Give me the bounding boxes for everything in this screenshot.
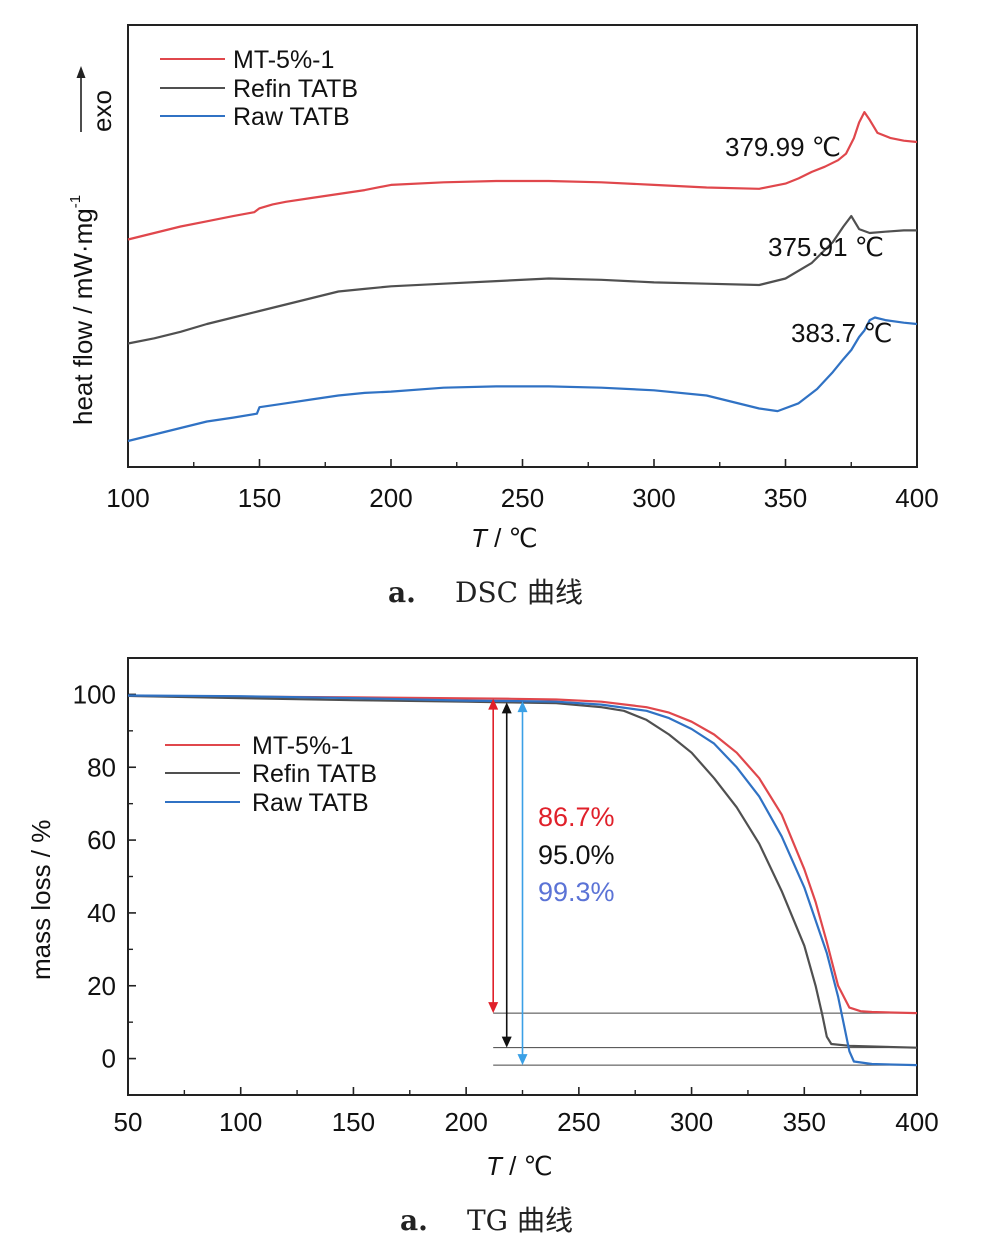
tg-legend: MT-5%-1 Refin TATB Raw TATB — [165, 732, 377, 817]
dsc-legend-label-refin: Refin TATB — [233, 75, 358, 103]
tg-series-line-1 — [127, 694, 918, 1049]
tg-x-tick-label: 400 — [895, 1107, 938, 1137]
tg-annotation-raw: 99.3% — [538, 877, 615, 907]
tg-guide-lines — [493, 1012, 917, 1066]
tg-xlabel-unit: / ℃ — [502, 1151, 553, 1181]
dsc-x-ticks — [127, 459, 918, 467]
tg-x-tick-label: 350 — [783, 1107, 826, 1137]
dsc-xlabel-symbol: T — [471, 523, 489, 553]
dsc-x-tick-label: 300 — [632, 483, 675, 513]
dsc-chart: 100 150 200 250 300 350 400 MT-5%-1 Refin TATB… — [67, 24, 939, 609]
dsc-series-line-1 — [127, 215, 917, 345]
dsc-x-axis-title: T / ℃ — [471, 523, 538, 553]
dsc-x-tick-label: 100 — [106, 483, 149, 513]
tg-x-tick-label: 100 — [219, 1107, 262, 1137]
tg-x-tick-label: 50 — [114, 1107, 143, 1137]
tg-series-lines — [127, 694, 918, 1067]
tg-arrowhead-up-icon — [501, 702, 512, 714]
tg-chart: 50 100 150 200 250 300 350 400 0 20 40 60 80 100 MT-5… — [26, 657, 939, 1237]
tg-x-tick-label: 150 — [332, 1107, 375, 1137]
dsc-legend: MT-5%-1 Refin TATB Raw TATB — [160, 46, 358, 131]
dsc-legend-label-mt: MT-5%-1 — [233, 46, 334, 74]
dsc-x-tick-label: 150 — [238, 483, 281, 513]
dsc-x-tick-label: 200 — [369, 483, 412, 513]
dsc-xlabel-unit: / ℃ — [487, 523, 538, 553]
svg-text:heat flow / mW·mg-1: heat flow / mW·mg-1 — [67, 195, 98, 425]
dsc-peak-label-refin: 375.91 ℃ — [768, 232, 884, 262]
tg-arrowhead-down-icon — [488, 1002, 499, 1014]
tg-y-tick-label: 20 — [87, 971, 116, 1001]
tg-tick-labels: 50 100 150 200 250 300 350 400 0 20 40 60 80 100 — [73, 679, 939, 1137]
tg-arrowhead-up-icon — [517, 701, 528, 713]
tg-arrowhead-down-icon — [501, 1036, 512, 1048]
tg-y-axis-title: mass loss / % — [26, 820, 56, 980]
tg-arrowhead-up-icon — [488, 698, 499, 710]
tg-y-tick-label: 0 — [102, 1044, 116, 1074]
tg-legend-label-refin: Refin TATB — [252, 760, 377, 788]
tg-mass-loss-arrows — [488, 698, 528, 1066]
tg-caption-letter: a. — [400, 1204, 428, 1237]
tg-y-tick-label: 40 — [87, 898, 116, 928]
tg-xlabel-symbol: T — [486, 1151, 504, 1181]
exo-arrowhead-icon — [76, 66, 86, 78]
dsc-x-tick-label: 400 — [895, 483, 938, 513]
tg-x-axis-title: T / ℃ — [486, 1151, 553, 1181]
tg-annotation-mt: 86.7% — [538, 802, 615, 832]
tg-axis-ticks — [127, 693, 918, 1096]
tg-caption-text: TG 曲线 — [467, 1204, 573, 1237]
dsc-x-tick-labels: 100 150 200 250 300 350 400 — [106, 483, 938, 513]
dsc-y-axis-title: heat flow / mW·mg-1 — [67, 195, 98, 425]
dsc-caption-letter: a. — [388, 576, 416, 609]
dsc-peak-label-raw: 383.7 ℃ — [791, 318, 893, 348]
tg-legend-label-raw: Raw TATB — [252, 789, 369, 817]
exo-indicator: exo — [76, 66, 117, 132]
dsc-legend-label-raw: Raw TATB — [233, 103, 350, 131]
tg-x-tick-label: 250 — [557, 1107, 600, 1137]
dsc-peak-label-mt: 379.99 ℃ — [725, 132, 841, 162]
tg-arrowhead-down-icon — [517, 1054, 528, 1066]
dsc-series-line-0 — [127, 111, 918, 241]
tg-y-tick-label: 100 — [73, 679, 116, 709]
tg-x-tick-label: 300 — [670, 1107, 713, 1137]
tg-series-line-2 — [127, 694, 918, 1067]
dsc-ylabel-main: heat flow / mW·mg — [68, 208, 98, 425]
tg-annotation-refin: 95.0% — [538, 840, 615, 870]
tg-legend-label-mt: MT-5%-1 — [252, 732, 353, 760]
tg-series-line-0 — [127, 694, 918, 1015]
exo-label: exo — [87, 90, 117, 132]
dsc-caption-text: DSC 曲线 — [455, 576, 583, 609]
dsc-series-lines — [127, 111, 918, 443]
dsc-series-line-2 — [127, 316, 918, 443]
dsc-x-tick-label: 250 — [501, 483, 544, 513]
dsc-ylabel-sup: -1 — [67, 195, 84, 208]
tg-x-tick-label: 200 — [444, 1107, 487, 1137]
tg-y-tick-label: 60 — [87, 825, 116, 855]
dsc-x-tick-label: 350 — [764, 483, 807, 513]
tg-y-tick-label: 80 — [87, 752, 116, 782]
